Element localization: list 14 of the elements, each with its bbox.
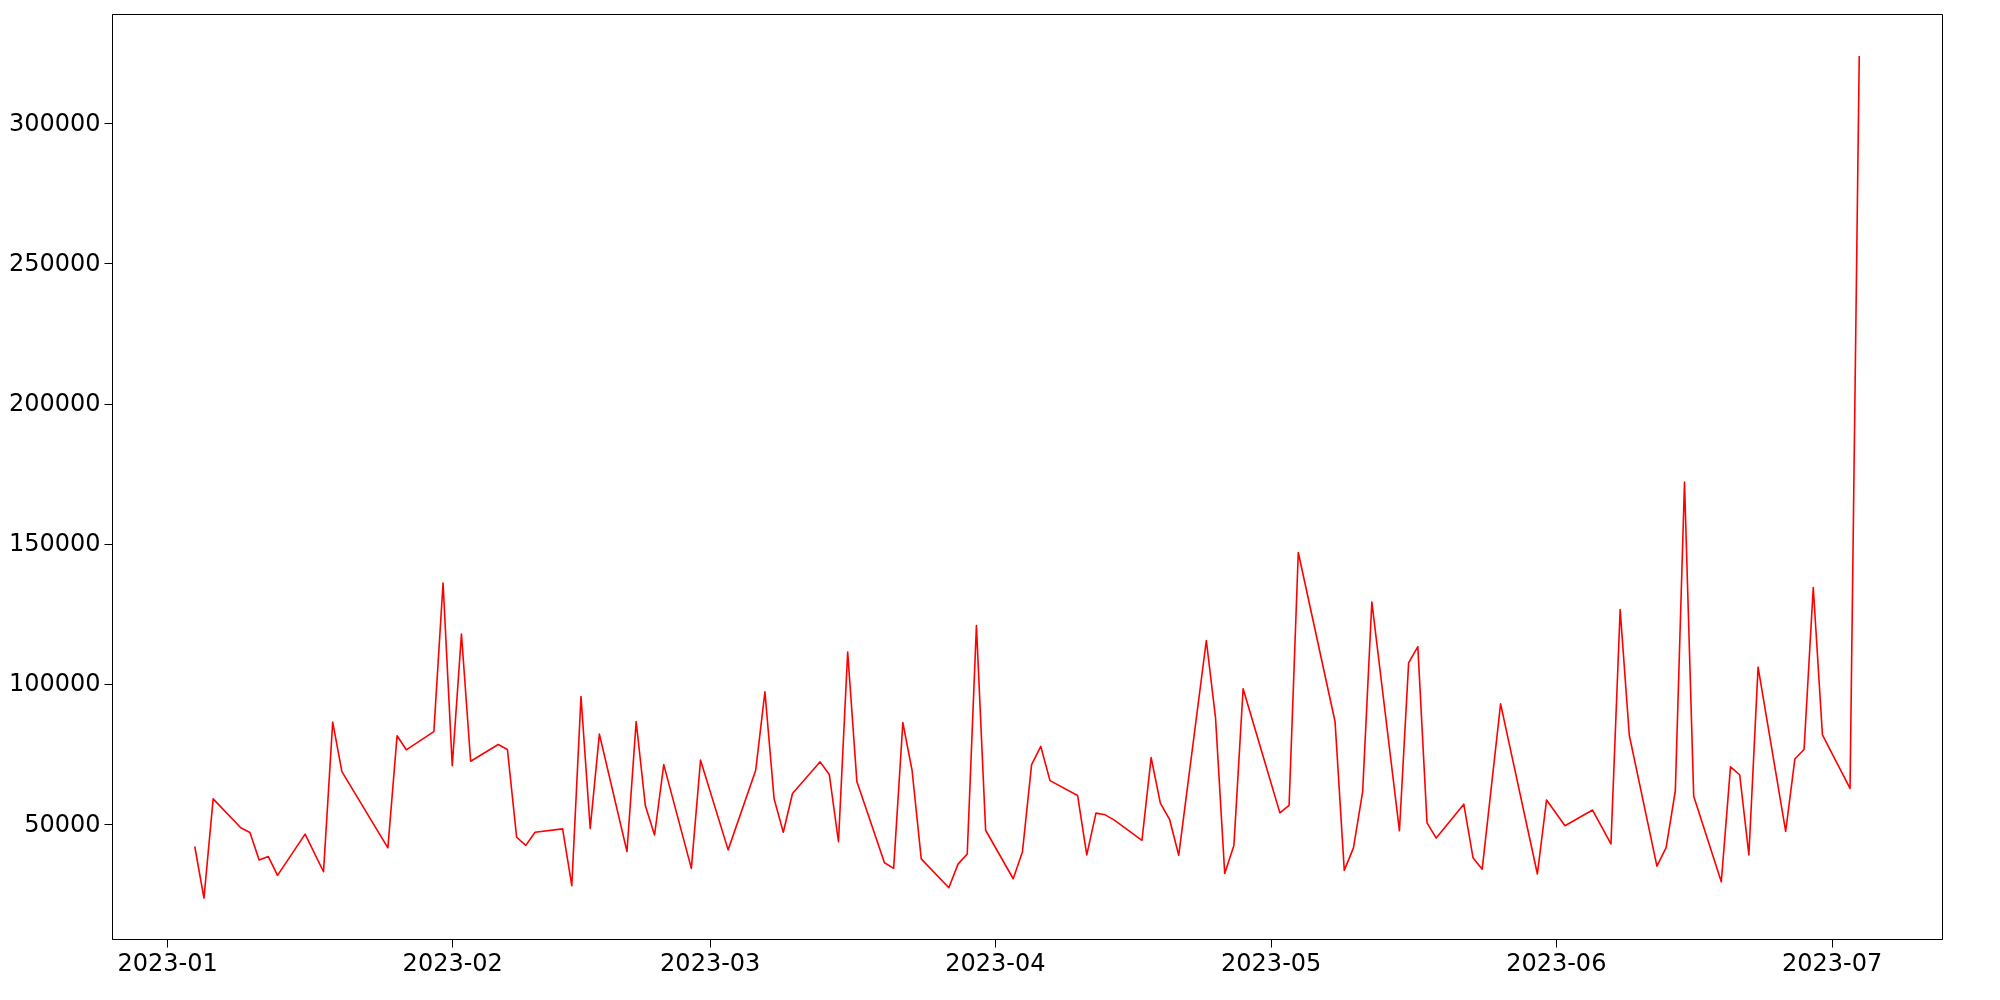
x-tick-label: 2023-02 bbox=[402, 948, 503, 977]
y-tick-label: 300000 bbox=[8, 108, 101, 137]
x-tick-label: 2023-06 bbox=[1506, 948, 1607, 977]
y-tick-label: 250000 bbox=[8, 248, 101, 277]
line-series bbox=[193, 55, 1861, 899]
x-tick-label: 2023-04 bbox=[945, 948, 1046, 977]
x-tick-label: 2023-03 bbox=[660, 948, 761, 977]
y-tick-label: 150000 bbox=[8, 529, 101, 558]
x-tick-label: 2023-05 bbox=[1221, 948, 1322, 977]
x-tick-label: 2023-01 bbox=[117, 948, 218, 977]
y-tick-label: 200000 bbox=[8, 389, 101, 418]
x-tick-label: 2023-07 bbox=[1782, 948, 1883, 977]
y-tick-label: 100000 bbox=[8, 669, 101, 698]
y-tick-label: 50000 bbox=[24, 809, 101, 838]
